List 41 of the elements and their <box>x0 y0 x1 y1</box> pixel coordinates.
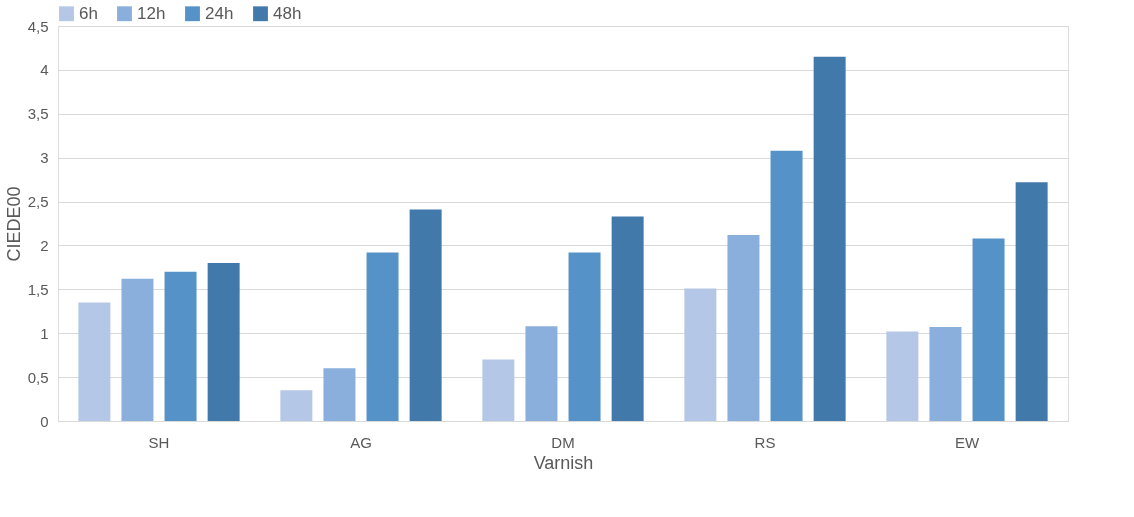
y-tick-label: 4 <box>40 61 49 79</box>
bar <box>972 238 1005 421</box>
bar <box>1015 182 1048 421</box>
x-tick-label: DM <box>551 433 575 451</box>
bar <box>366 252 399 421</box>
legend-label: 24h <box>205 3 234 23</box>
legend-label: 48h <box>273 3 302 23</box>
bar <box>482 359 515 421</box>
y-tick-label: 3,5 <box>27 105 49 123</box>
y-tick-label: 4,5 <box>27 17 49 35</box>
bar <box>207 263 240 421</box>
x-tick-label: AG <box>350 433 372 451</box>
legend-label: 12h <box>137 3 166 23</box>
x-tick-label: RS <box>754 433 776 451</box>
bar <box>568 252 601 421</box>
bar <box>78 302 111 421</box>
bar <box>929 327 962 421</box>
bar <box>684 288 717 421</box>
y-tick-label: 3 <box>40 149 49 167</box>
y-tick-label: 0,5 <box>27 368 49 386</box>
y-tick-label: 0 <box>40 412 49 430</box>
bar <box>525 326 558 421</box>
x-axis-title: Varnish <box>533 452 594 473</box>
bar <box>323 368 356 421</box>
y-tick-label: 1,5 <box>27 280 49 298</box>
y-tick-label: 2 <box>40 236 49 254</box>
bar <box>886 331 919 421</box>
bar <box>409 209 442 421</box>
bar <box>121 278 154 421</box>
bar <box>280 390 313 421</box>
x-tick-label: SH <box>148 433 170 451</box>
bar <box>727 234 760 421</box>
x-tick-label: EW <box>954 433 980 451</box>
legend-label: 6h <box>79 3 98 23</box>
bar <box>770 150 803 421</box>
bar <box>813 56 846 421</box>
y-axis-title: CIEDE00 <box>3 186 24 262</box>
y-tick-label: 1 <box>40 324 49 342</box>
bar <box>164 271 197 421</box>
y-tick-label: 2,5 <box>27 193 49 211</box>
bar <box>611 216 644 421</box>
